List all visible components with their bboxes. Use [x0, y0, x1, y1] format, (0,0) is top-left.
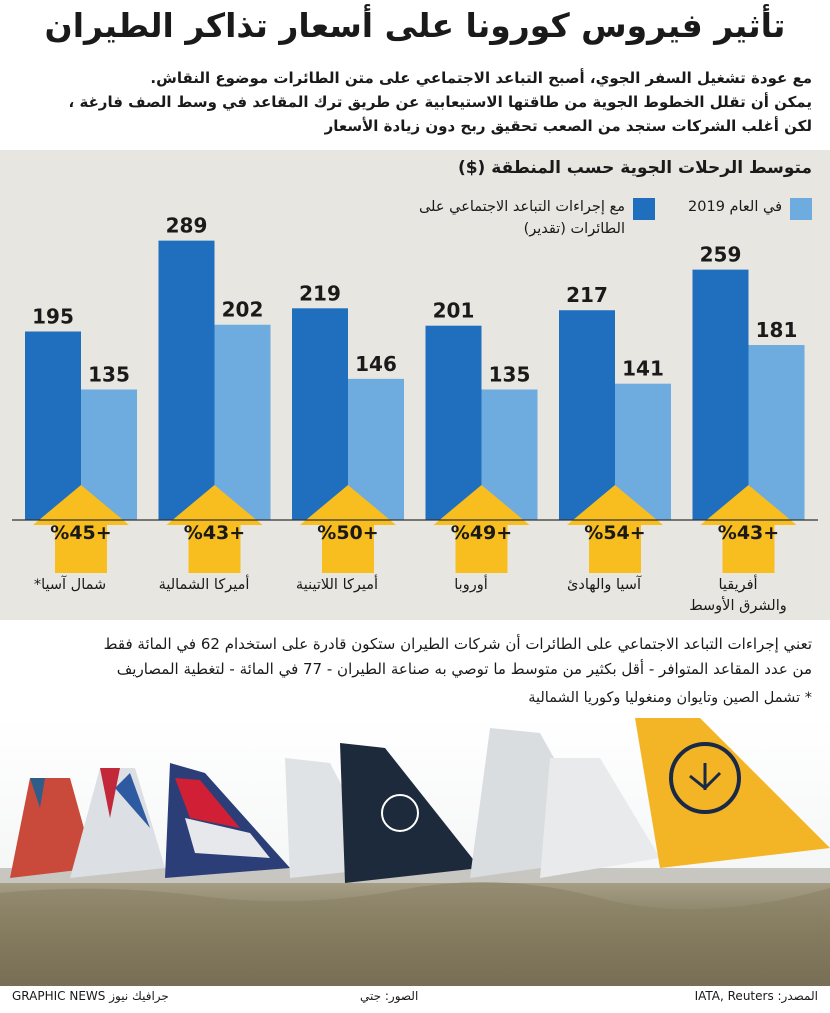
footer-photos: الصور: جتي	[360, 989, 419, 1003]
increase-arrow	[33, 485, 129, 573]
footnote-main: تعني إجراءات التباعد الاجتماعي على الطائ…	[12, 632, 812, 682]
region-label-africa: أفريقيا	[718, 577, 758, 593]
increase-label: %45+	[50, 522, 111, 544]
increase-arrow	[433, 485, 530, 573]
bar-value-label: 217	[566, 283, 608, 307]
region-label-latin-america: أميركا اللاتينية	[295, 577, 379, 593]
bar-2019	[748, 345, 805, 520]
region-label-africa-middle-east: أفريقيا والشرق الأوسط	[678, 575, 798, 617]
bar-social-distancing	[692, 269, 749, 520]
legend-swatch-2019	[790, 198, 812, 220]
airplane-tails-photo	[0, 718, 830, 986]
footer-source: المصدر: IATA, Reuters	[694, 989, 818, 1003]
intro-text: مع عودة تشغيل السفر الجوي، أصبح التباعد …	[12, 66, 812, 138]
bar-value-label: 135	[88, 363, 130, 387]
bar-value-label: 146	[355, 352, 397, 376]
increase-arrow	[166, 485, 263, 573]
increase-arrow	[300, 485, 396, 573]
bar-value-label: 202	[222, 298, 264, 322]
bar-social-distancing	[158, 240, 215, 520]
increase-arrow	[700, 485, 797, 573]
bar-social-distancing	[425, 325, 482, 520]
bar-value-label: 201	[433, 299, 475, 323]
bar-2019	[214, 324, 271, 520]
footer-credit: GRAPHIC NEWS جرافيك نيوز	[12, 989, 169, 1003]
region-label-north-asia: شمال آسيا*	[33, 577, 107, 593]
bar-value-label: 181	[756, 318, 798, 342]
region-label-asia-pacific: آسيا والهادئ	[567, 577, 641, 593]
footnote-line-1: تعني إجراءات التباعد الاجتماعي على الطائ…	[103, 635, 812, 653]
region-label-europe: أوروبا	[454, 577, 488, 593]
region-label-middle-east: والشرق الأوسط	[689, 598, 787, 614]
intro-line-2: يمكن أن تقلل الخطوط الجوية من طاقتها الا…	[68, 93, 812, 111]
bar-value-label: 259	[700, 243, 742, 267]
bar-chart: 195 135 %45+ 289 202 %43+ 219 146 %50+ 201 135 %49+…	[12, 214, 818, 573]
bar-value-label: 289	[166, 214, 208, 238]
intro-line-1: مع عودة تشغيل السفر الجوي، أصبح التباعد …	[150, 69, 812, 87]
footnote-line-2: من عدد المقاعد المتوافر - أقل بكثير من م…	[116, 660, 812, 678]
legend-item-social-distancing: مع إجراءات التباعد الاجتماعي على الطائرا…	[395, 196, 655, 240]
region-label-north-america: أميركا الشمالية	[158, 577, 250, 593]
bar-value-label: 219	[299, 281, 341, 305]
footer: المصدر: IATA, Reuters الصور: جتي GRAPHIC…	[0, 987, 830, 1013]
increase-label: %54+	[584, 522, 645, 544]
increase-label: %49+	[451, 522, 512, 544]
legend-label-social-distancing: مع إجراءات التباعد الاجتماعي على الطائرا…	[418, 199, 625, 237]
bar-social-distancing	[559, 310, 615, 520]
increase-label: %43+	[718, 522, 779, 544]
chart-title: متوسط الرحلات الجوية حسب المنطقة ($)	[457, 158, 812, 178]
intro-line-3: لكن أغلب الشركات ستجد من الصعب تحقيق ربح…	[324, 117, 812, 135]
page-title: تأثير فيروس كورونا على أسعار تذاكر الطير…	[44, 6, 786, 45]
increase-label: %50+	[317, 522, 378, 544]
bar-value-label: 135	[489, 363, 531, 387]
legend-swatch-social-distancing	[633, 198, 655, 220]
bar-value-label: 141	[622, 357, 664, 381]
increase-label: %43+	[184, 522, 245, 544]
bar-social-distancing	[292, 308, 348, 520]
bar-value-label: 195	[32, 305, 74, 329]
footnote-asterisk: * تشمل الصين وتايوان ومنغوليا وكوريا الش…	[528, 690, 812, 706]
legend-item-2019: في العام 2019	[688, 196, 812, 220]
bar-social-distancing	[25, 331, 81, 520]
increase-arrow	[567, 485, 663, 573]
chart-panel	[0, 150, 830, 620]
legend-label-2019: في العام 2019	[688, 199, 782, 215]
